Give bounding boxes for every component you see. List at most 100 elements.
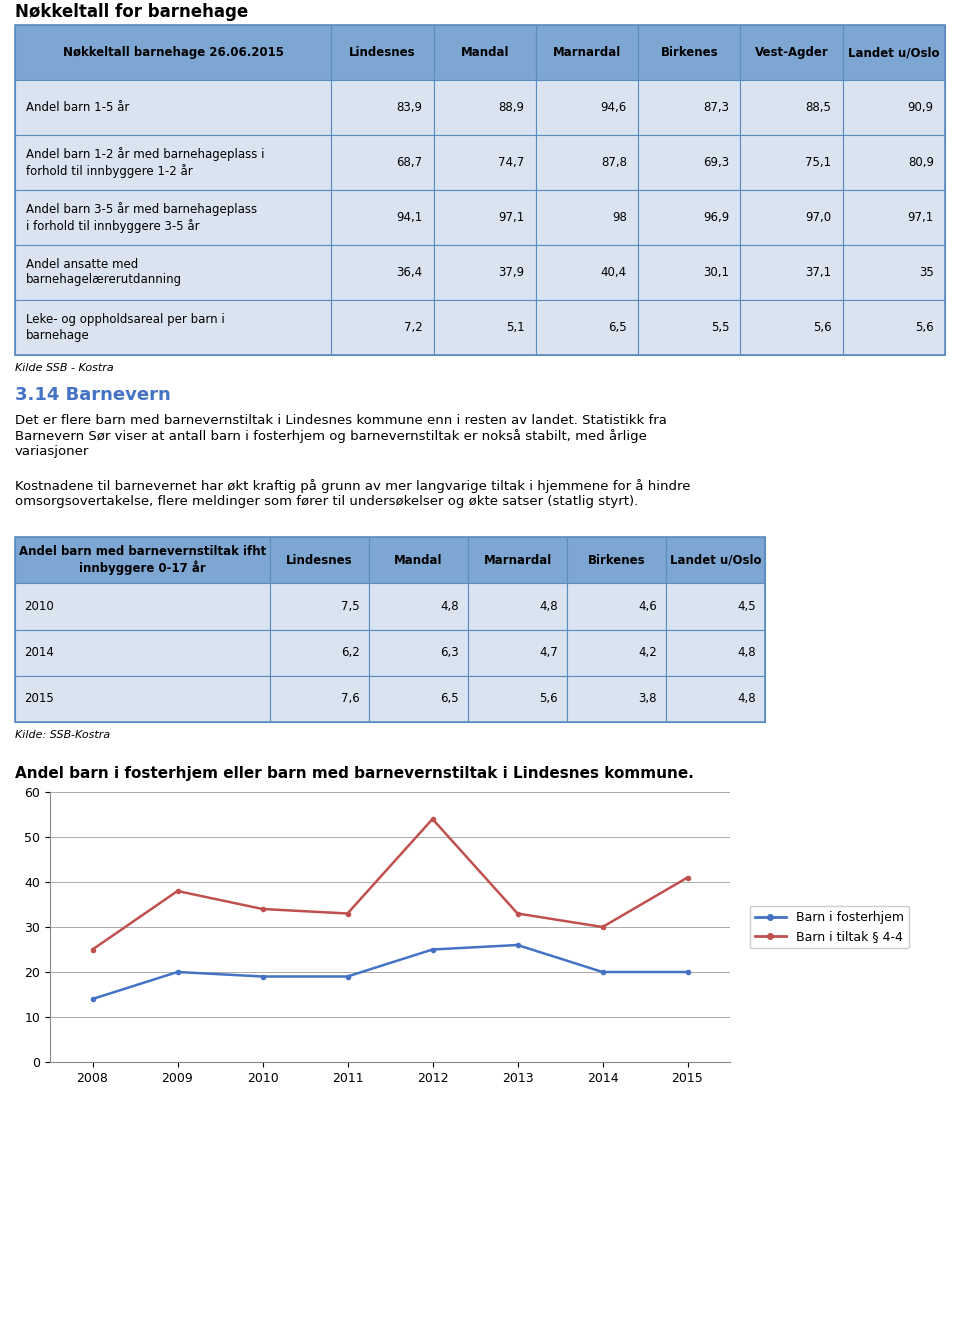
Text: 88,9: 88,9 [498,102,525,114]
Bar [843,135,945,190]
Text: 4,8: 4,8 [540,599,558,612]
Bar [666,583,765,630]
Text: 4,2: 4,2 [638,645,657,659]
Bar [536,81,638,135]
Text: Lindesnes: Lindesnes [286,553,353,566]
Bar [434,300,536,355]
Bar [740,190,843,246]
Text: 87,8: 87,8 [601,156,627,169]
Bar [638,25,740,81]
Bar [536,25,638,81]
Text: 94,6: 94,6 [601,102,627,114]
Bar [15,190,331,246]
Bar [468,630,567,676]
Text: Nøkkeltall barnehage 26.06.2015: Nøkkeltall barnehage 26.06.2015 [62,46,283,59]
Bar [638,81,740,135]
Text: Mandal: Mandal [461,46,509,59]
Text: Andel barn 1-2 år med barnehageplass i
forhold til innbyggere 1-2 år: Andel barn 1-2 år med barnehageplass i f… [26,148,265,178]
Text: 69,3: 69,3 [703,156,730,169]
Text: 4,8: 4,8 [737,645,756,659]
Text: 75,1: 75,1 [805,156,831,169]
Bar [567,537,666,583]
Text: 5,5: 5,5 [710,321,730,334]
Bar [331,25,434,81]
Text: Andel barn 1-5 år: Andel barn 1-5 år [26,102,130,114]
Text: 97,1: 97,1 [907,211,934,224]
Text: 5,1: 5,1 [506,321,525,334]
Bar [15,81,331,135]
Bar [434,135,536,190]
Bar [331,300,434,355]
Bar [740,135,843,190]
Text: 4,7: 4,7 [540,645,558,659]
Bar [15,246,331,300]
Text: 87,3: 87,3 [704,102,730,114]
Text: Landet u/Oslo: Landet u/Oslo [670,553,761,566]
Text: 83,9: 83,9 [396,102,422,114]
Text: Kilde: SSB-Kostra: Kilde: SSB-Kostra [15,730,110,741]
Text: Marnardal: Marnardal [484,553,552,566]
Bar [740,25,843,81]
Text: Andel ansatte med
barnehagelærerutdanning: Andel ansatte med barnehagelærerutdannin… [26,259,182,286]
Bar [15,537,270,583]
Bar [666,676,765,722]
Text: 35: 35 [919,267,934,279]
Text: 37,9: 37,9 [498,267,525,279]
Bar [468,583,567,630]
Text: 2015: 2015 [24,693,54,705]
Bar [468,676,567,722]
Bar [15,25,331,81]
Bar [270,583,369,630]
Bar [434,25,536,81]
Text: Vest-Agder: Vest-Agder [755,46,828,59]
Bar [434,246,536,300]
Text: 2014: 2014 [24,645,54,659]
Bar [638,246,740,300]
Bar [740,300,843,355]
Text: 5,6: 5,6 [915,321,934,334]
Bar [331,81,434,135]
Text: 3,8: 3,8 [638,693,657,705]
Bar [270,676,369,722]
Bar [369,630,468,676]
Bar [15,630,270,676]
Bar [740,81,843,135]
Text: 94,1: 94,1 [396,211,422,224]
Text: Kostnadene til barnevernet har økt kraftig på grunn av mer langvarige tiltak i h: Kostnadene til barnevernet har økt kraft… [15,479,690,508]
Text: 37,1: 37,1 [805,267,831,279]
Text: Leke- og oppholdsareal per barn i
barnehage: Leke- og oppholdsareal per barn i barneh… [26,314,225,342]
Bar [369,676,468,722]
Bar [331,246,434,300]
Bar [331,135,434,190]
Text: 3.14 Barnevern: 3.14 Barnevern [15,385,171,404]
Bar [567,630,666,676]
Bar [15,583,270,630]
Bar [843,246,945,300]
Text: 4,8: 4,8 [737,693,756,705]
Bar [638,135,740,190]
Bar [15,135,331,190]
Bar [331,190,434,246]
Bar [536,300,638,355]
Bar [567,676,666,722]
Text: 40,4: 40,4 [601,267,627,279]
Text: 97,1: 97,1 [498,211,525,224]
Text: 7,6: 7,6 [341,693,360,705]
Bar [434,81,536,135]
Bar [638,190,740,246]
Legend: Barn i fosterhjem, Barn i tiltak § 4-4: Barn i fosterhjem, Barn i tiltak § 4-4 [750,906,909,948]
Bar [270,630,369,676]
Bar [15,676,270,722]
Text: 4,5: 4,5 [737,599,756,612]
Bar [843,300,945,355]
Bar [468,537,567,583]
Bar [369,583,468,630]
Text: 6,5: 6,5 [609,321,627,334]
Text: 80,9: 80,9 [908,156,934,169]
Bar [740,246,843,300]
Text: 30,1: 30,1 [704,267,730,279]
Text: 4,6: 4,6 [638,599,657,612]
Bar [270,537,369,583]
Bar [666,537,765,583]
Text: 98: 98 [612,211,627,224]
